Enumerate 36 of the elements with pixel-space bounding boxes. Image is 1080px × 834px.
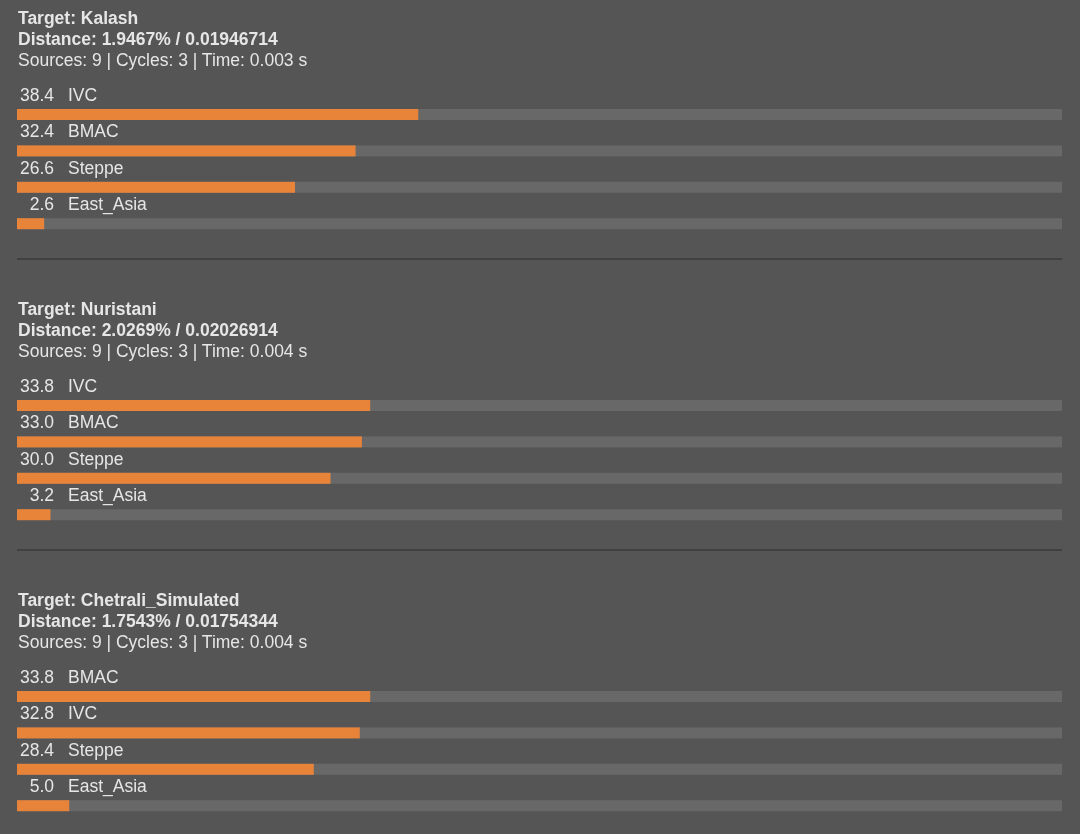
y-tick-label: Steppe [68,157,124,178]
data-label: 33.8 [19,667,54,687]
y-tick-label: East_Asia [68,194,148,216]
source-note: Sources: 9 | Cycles: 3 | Time: 0.004 s [18,632,308,652]
y-tick-label: Steppe [68,739,124,760]
source-note: Sources: 9 | Cycles: 3 | Time: 0.003 s [18,50,308,70]
data-label: 38.4 [19,85,55,105]
bar [17,218,45,230]
data-label: 28.4 [19,739,55,760]
chart-title: Target: Kalash [18,8,139,28]
data-label: 26.6 [19,157,54,178]
data-label: 5.0 [29,776,55,797]
y-tick-label: East_Asia [68,776,148,798]
data-label: 32.8 [19,703,54,724]
y-tick-label: IVC [68,376,98,396]
data-label: 2.6 [29,194,54,215]
chart-title: Target: Nuristani [18,299,157,319]
y-tick-label: BMAC [68,121,119,142]
source-note: Sources: 9 | Cycles: 3 | Time: 0.004 s [18,341,308,361]
y-tick-label: BMAC [68,667,119,687]
data-label: 33.0 [19,412,55,433]
data-label: 33.8 [19,376,54,396]
data-label: 30.0 [19,448,55,469]
y-tick-label: BMAC [68,412,119,433]
chart-subtitle: Distance: 2.0269% / 0.02026914 [18,320,279,340]
y-tick-label: IVC [68,85,98,105]
y-tick-label: East_Asia [68,485,148,507]
data-label: 32.4 [19,121,55,142]
chart-subtitle: Distance: 1.9467% / 0.01946714 [18,29,279,49]
y-tick-label: Steppe [68,448,124,469]
data-label: 3.2 [29,485,54,506]
chart-subtitle: Distance: 1.7543% / 0.01754344 [18,611,279,631]
bar [17,509,51,521]
y-tick-label: IVC [68,703,98,724]
chart-title: Target: Chetrali_Simulated [18,590,240,610]
bar [17,800,70,812]
